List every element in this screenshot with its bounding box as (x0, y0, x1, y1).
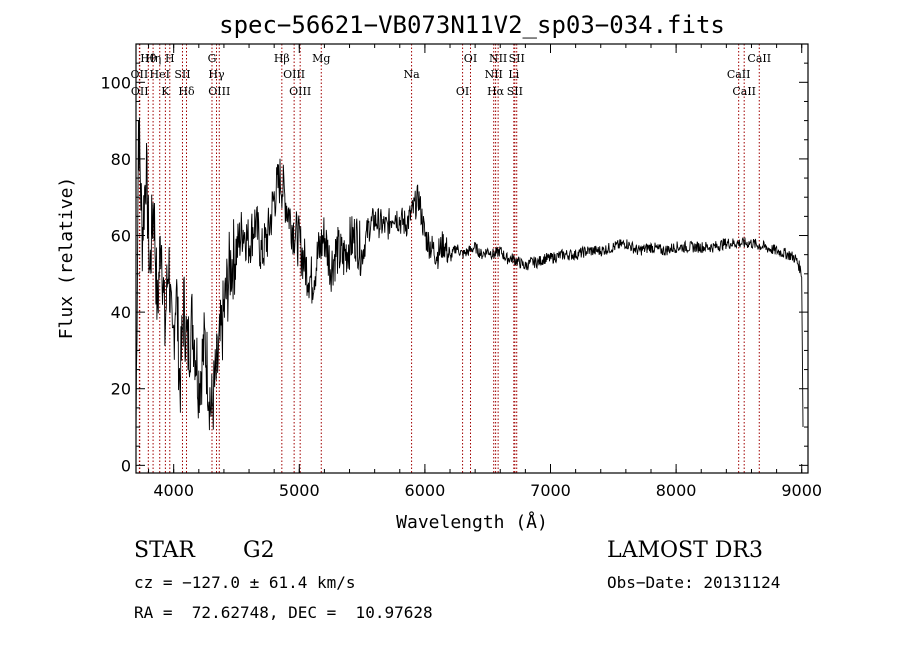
emission-line-labels: Hθ OII OII Hη HeI K H SII Hδ G Hγ OIII Hβ OIII OIII Mg N… (131, 52, 772, 98)
line-marker-label: OII (131, 85, 149, 98)
y-tick-label: 100 (100, 73, 131, 92)
y-tick-label: 60 (111, 227, 131, 246)
line-marker-label: OIII (208, 85, 230, 98)
line-marker-label: NII (489, 52, 507, 65)
survey-name: LAMOST DR3 (607, 538, 763, 563)
line-marker-label: H (165, 52, 175, 65)
line-marker-label: OIII (283, 68, 305, 81)
line-marker-label: Hδ (178, 85, 195, 98)
x-tick-label: 9000 (781, 481, 822, 500)
line-marker-label: Li (508, 68, 519, 81)
redshift-velocity: cz = −127.0 ± 61.4 km/s (134, 573, 356, 592)
line-marker-label: K (161, 85, 170, 98)
object-subclass: G2 (243, 538, 275, 563)
y-axis-label: Flux (relative) (56, 177, 77, 340)
sky-coordinates: RA = 72.62748, DEC = 10.97628 (134, 603, 433, 622)
line-marker-label: OI (464, 52, 477, 65)
chart-title: spec−56621−VB073N11V2_sp03−034.fits (219, 11, 725, 39)
x-axis-label: Wavelength (Å) (396, 511, 548, 533)
line-marker-label: OIII (289, 85, 311, 98)
line-marker-label: OI (456, 85, 469, 98)
line-marker-label: OII (131, 68, 149, 81)
line-marker-label: SII (507, 85, 523, 98)
y-tick-label: 20 (111, 380, 131, 399)
spectrum-series (135, 117, 804, 436)
y-tick-label: 80 (111, 150, 131, 169)
line-marker-label: Na (403, 68, 420, 81)
line-marker-label: Hγ (208, 68, 225, 81)
line-marker-label: Hθ (140, 52, 157, 65)
line-marker-label: Hα (487, 85, 505, 98)
line-marker-label: Mg (312, 52, 330, 65)
plot-frame (135, 43, 809, 474)
line-marker-label: G (208, 52, 217, 65)
line-marker-label: SII (174, 68, 190, 81)
x-tick-label: 5000 (279, 481, 320, 500)
line-marker-label: Hβ (274, 52, 290, 65)
line-marker-label: CaII (732, 85, 756, 98)
x-tick-label: 8000 (656, 481, 697, 500)
y-tick-label: 40 (111, 303, 131, 322)
spectrum-line (135, 117, 804, 436)
line-marker-label: CaII (727, 68, 751, 81)
y-tick-label: 0 (121, 456, 131, 475)
line-marker-label: HeI (150, 68, 170, 81)
observation-date: Obs−Date: 20131124 (607, 573, 781, 592)
x-tick-label: 4000 (153, 481, 194, 500)
y-axis-ticks: 0 20 40 60 80 100 (100, 62, 808, 475)
x-axis-ticks: 4000 5000 6000 7000 8000 9000 (148, 44, 822, 500)
line-marker-label: NII (485, 68, 503, 81)
x-tick-label: 7000 (530, 481, 571, 500)
line-marker-label: SII (509, 52, 525, 65)
line-marker-label: Hη (145, 52, 161, 65)
emission-line-markers (138, 44, 760, 473)
object-class: STAR (134, 538, 195, 563)
x-tick-label: 6000 (405, 481, 446, 500)
line-marker-label: CaII (747, 52, 771, 65)
